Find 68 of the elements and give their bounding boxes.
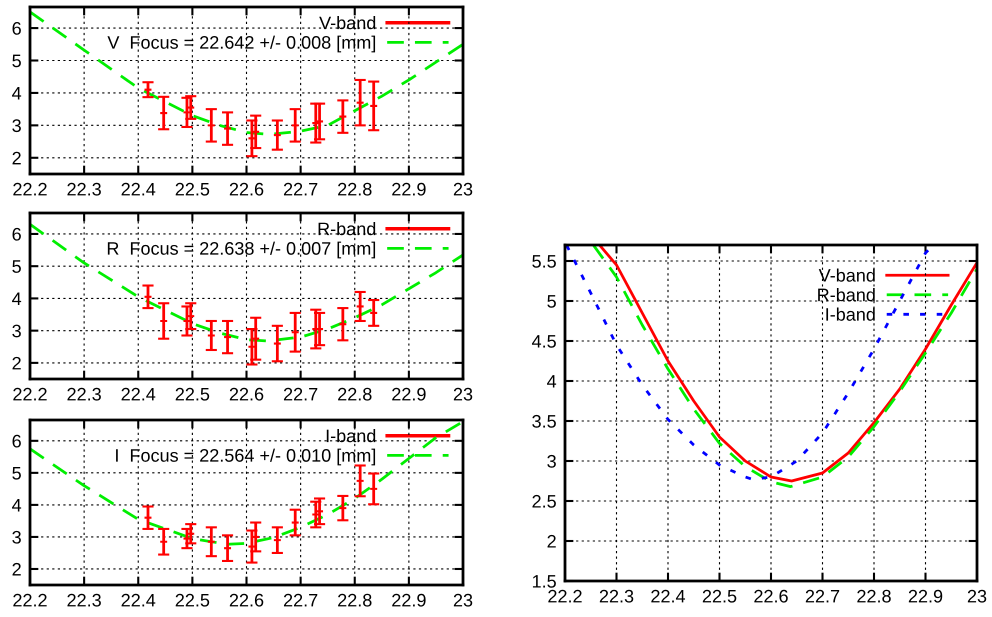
x-tick-label: 22.4	[122, 182, 156, 196]
legend-label: I Focus = 22.564 +/- 0.010 [mm]	[116, 448, 376, 466]
x-tick-label: 22.4	[651, 590, 686, 602]
x-tick-label: 23	[454, 388, 472, 401]
x-tick-label: 22.2	[548, 590, 582, 602]
x-tick-label: 22.7	[806, 590, 840, 602]
x-tick-label: 22.8	[338, 182, 372, 196]
x-tick-label: 22.4	[122, 388, 156, 400]
x-tick-label: 22.2	[13, 182, 47, 196]
x-tick-label: 22.6	[230, 594, 264, 607]
y-tick-label: 2	[548, 534, 556, 548]
x-tick-label: 23	[454, 594, 472, 607]
legend-label: R-band	[318, 222, 376, 236]
x-tick-label: 22.6	[754, 590, 788, 603]
x-tick-label: 22.8	[338, 594, 372, 607]
x-tick-label: 22.9	[392, 594, 426, 607]
y-tick-label: 3	[12, 530, 21, 544]
y-tick-label: 2	[12, 152, 21, 164]
y-tick-label: 5	[12, 260, 21, 273]
y-tick-label: 4	[12, 499, 22, 512]
x-tick-label: 22.8	[338, 388, 372, 401]
y-tick-label: 6	[12, 228, 21, 241]
x-tick-label: 22.2	[13, 388, 47, 400]
y-tick-label: 4	[12, 292, 22, 305]
y-tick-label: 6	[12, 22, 21, 35]
legend-label: R-band	[818, 288, 875, 302]
x-tick-label: 22.9	[392, 388, 426, 401]
x-tick-label: 22.9	[908, 590, 942, 603]
x-tick-label: 22.3	[67, 182, 101, 196]
x-tick-label: 22.3	[67, 388, 101, 401]
x-tick-label: 22.9	[392, 182, 426, 196]
x-tick-label: 23	[968, 590, 986, 603]
legend-label: R Focus = 22.638 +/- 0.007 [mm]	[108, 242, 376, 258]
x-tick-label: 22.7	[284, 388, 318, 400]
x-tick-label: 22.5	[702, 590, 736, 603]
x-tick-label: 23	[454, 182, 472, 196]
y-tick-label: 3.5	[532, 414, 556, 428]
y-tick-label: 5	[12, 54, 21, 68]
x-tick-label: 22.3	[67, 594, 101, 607]
x-tick-label: 22.3	[600, 590, 634, 603]
x-tick-label: 22.5	[176, 182, 210, 196]
legend-label: V Focus = 22.642 +/- 0.008 [mm]	[107, 36, 376, 52]
y-tick-label: 4.5	[532, 335, 556, 348]
y-tick-label: 5	[547, 295, 556, 308]
y-tick-label: 5	[12, 466, 21, 480]
legend-label: I-band	[326, 429, 376, 442]
x-tick-label: 22.7	[284, 182, 318, 196]
y-tick-label: 3	[547, 454, 556, 468]
y-tick-label: 3	[12, 119, 21, 132]
legend-label: V-band	[818, 268, 875, 282]
y-tick-label: 6	[12, 434, 21, 448]
y-tick-label: 1.5	[532, 575, 556, 588]
x-tick-label: 22.6	[230, 182, 264, 196]
x-tick-label: 22.4	[122, 594, 156, 606]
x-tick-label: 22.7	[284, 594, 318, 606]
y-tick-label: 2.5	[532, 494, 556, 508]
y-tick-label: 3	[12, 324, 21, 338]
legend-label: I-band	[826, 308, 875, 321]
y-tick-label: 4	[547, 375, 556, 388]
y-tick-label: 5.5	[532, 255, 556, 268]
x-tick-label: 22.2	[13, 594, 47, 606]
x-tick-label: 22.5	[176, 594, 210, 607]
y-tick-label: 2	[12, 562, 21, 576]
x-tick-label: 22.5	[176, 388, 210, 401]
x-tick-label: 22.8	[857, 590, 891, 603]
x-tick-label: 22.6	[230, 388, 264, 401]
y-tick-label: 2	[12, 356, 21, 370]
y-tick-label: 4	[12, 87, 22, 100]
